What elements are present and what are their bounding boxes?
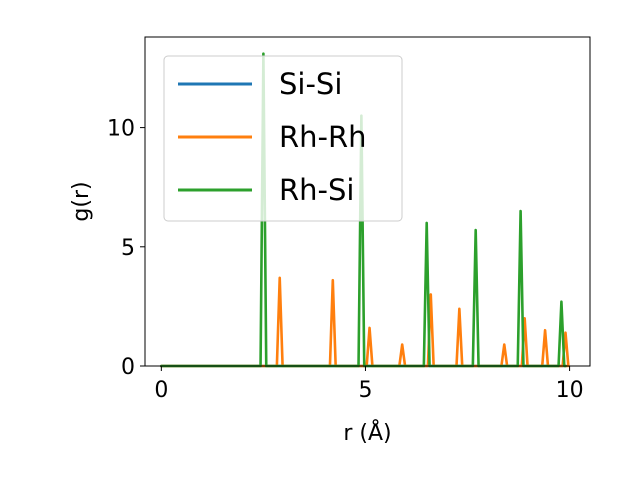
y-tick-label: 0 — [121, 355, 135, 380]
y-axis: 0 5 10 — [107, 117, 145, 380]
legend-label-si-si: Si-Si — [279, 67, 342, 101]
legend-label-rh-si: Rh-Si — [279, 173, 354, 207]
x-tick-label: 10 — [556, 378, 584, 403]
y-tick-label: 5 — [121, 236, 135, 261]
plot-frame — [144, 36, 591, 367]
x-tick-label: 5 — [358, 378, 372, 403]
y-axis-label: g(r) — [69, 181, 94, 221]
x-axis: 0 5 10 — [154, 366, 584, 403]
y-tick-label: 10 — [107, 117, 135, 142]
x-axis-label: r (Å) — [343, 419, 391, 446]
x-tick-label: 0 — [154, 378, 168, 403]
legend-label-rh-rh: Rh-Rh — [279, 120, 367, 154]
legend: Si-Si Rh-Rh Rh-Si — [163, 55, 403, 222]
legend-box — [163, 55, 403, 222]
